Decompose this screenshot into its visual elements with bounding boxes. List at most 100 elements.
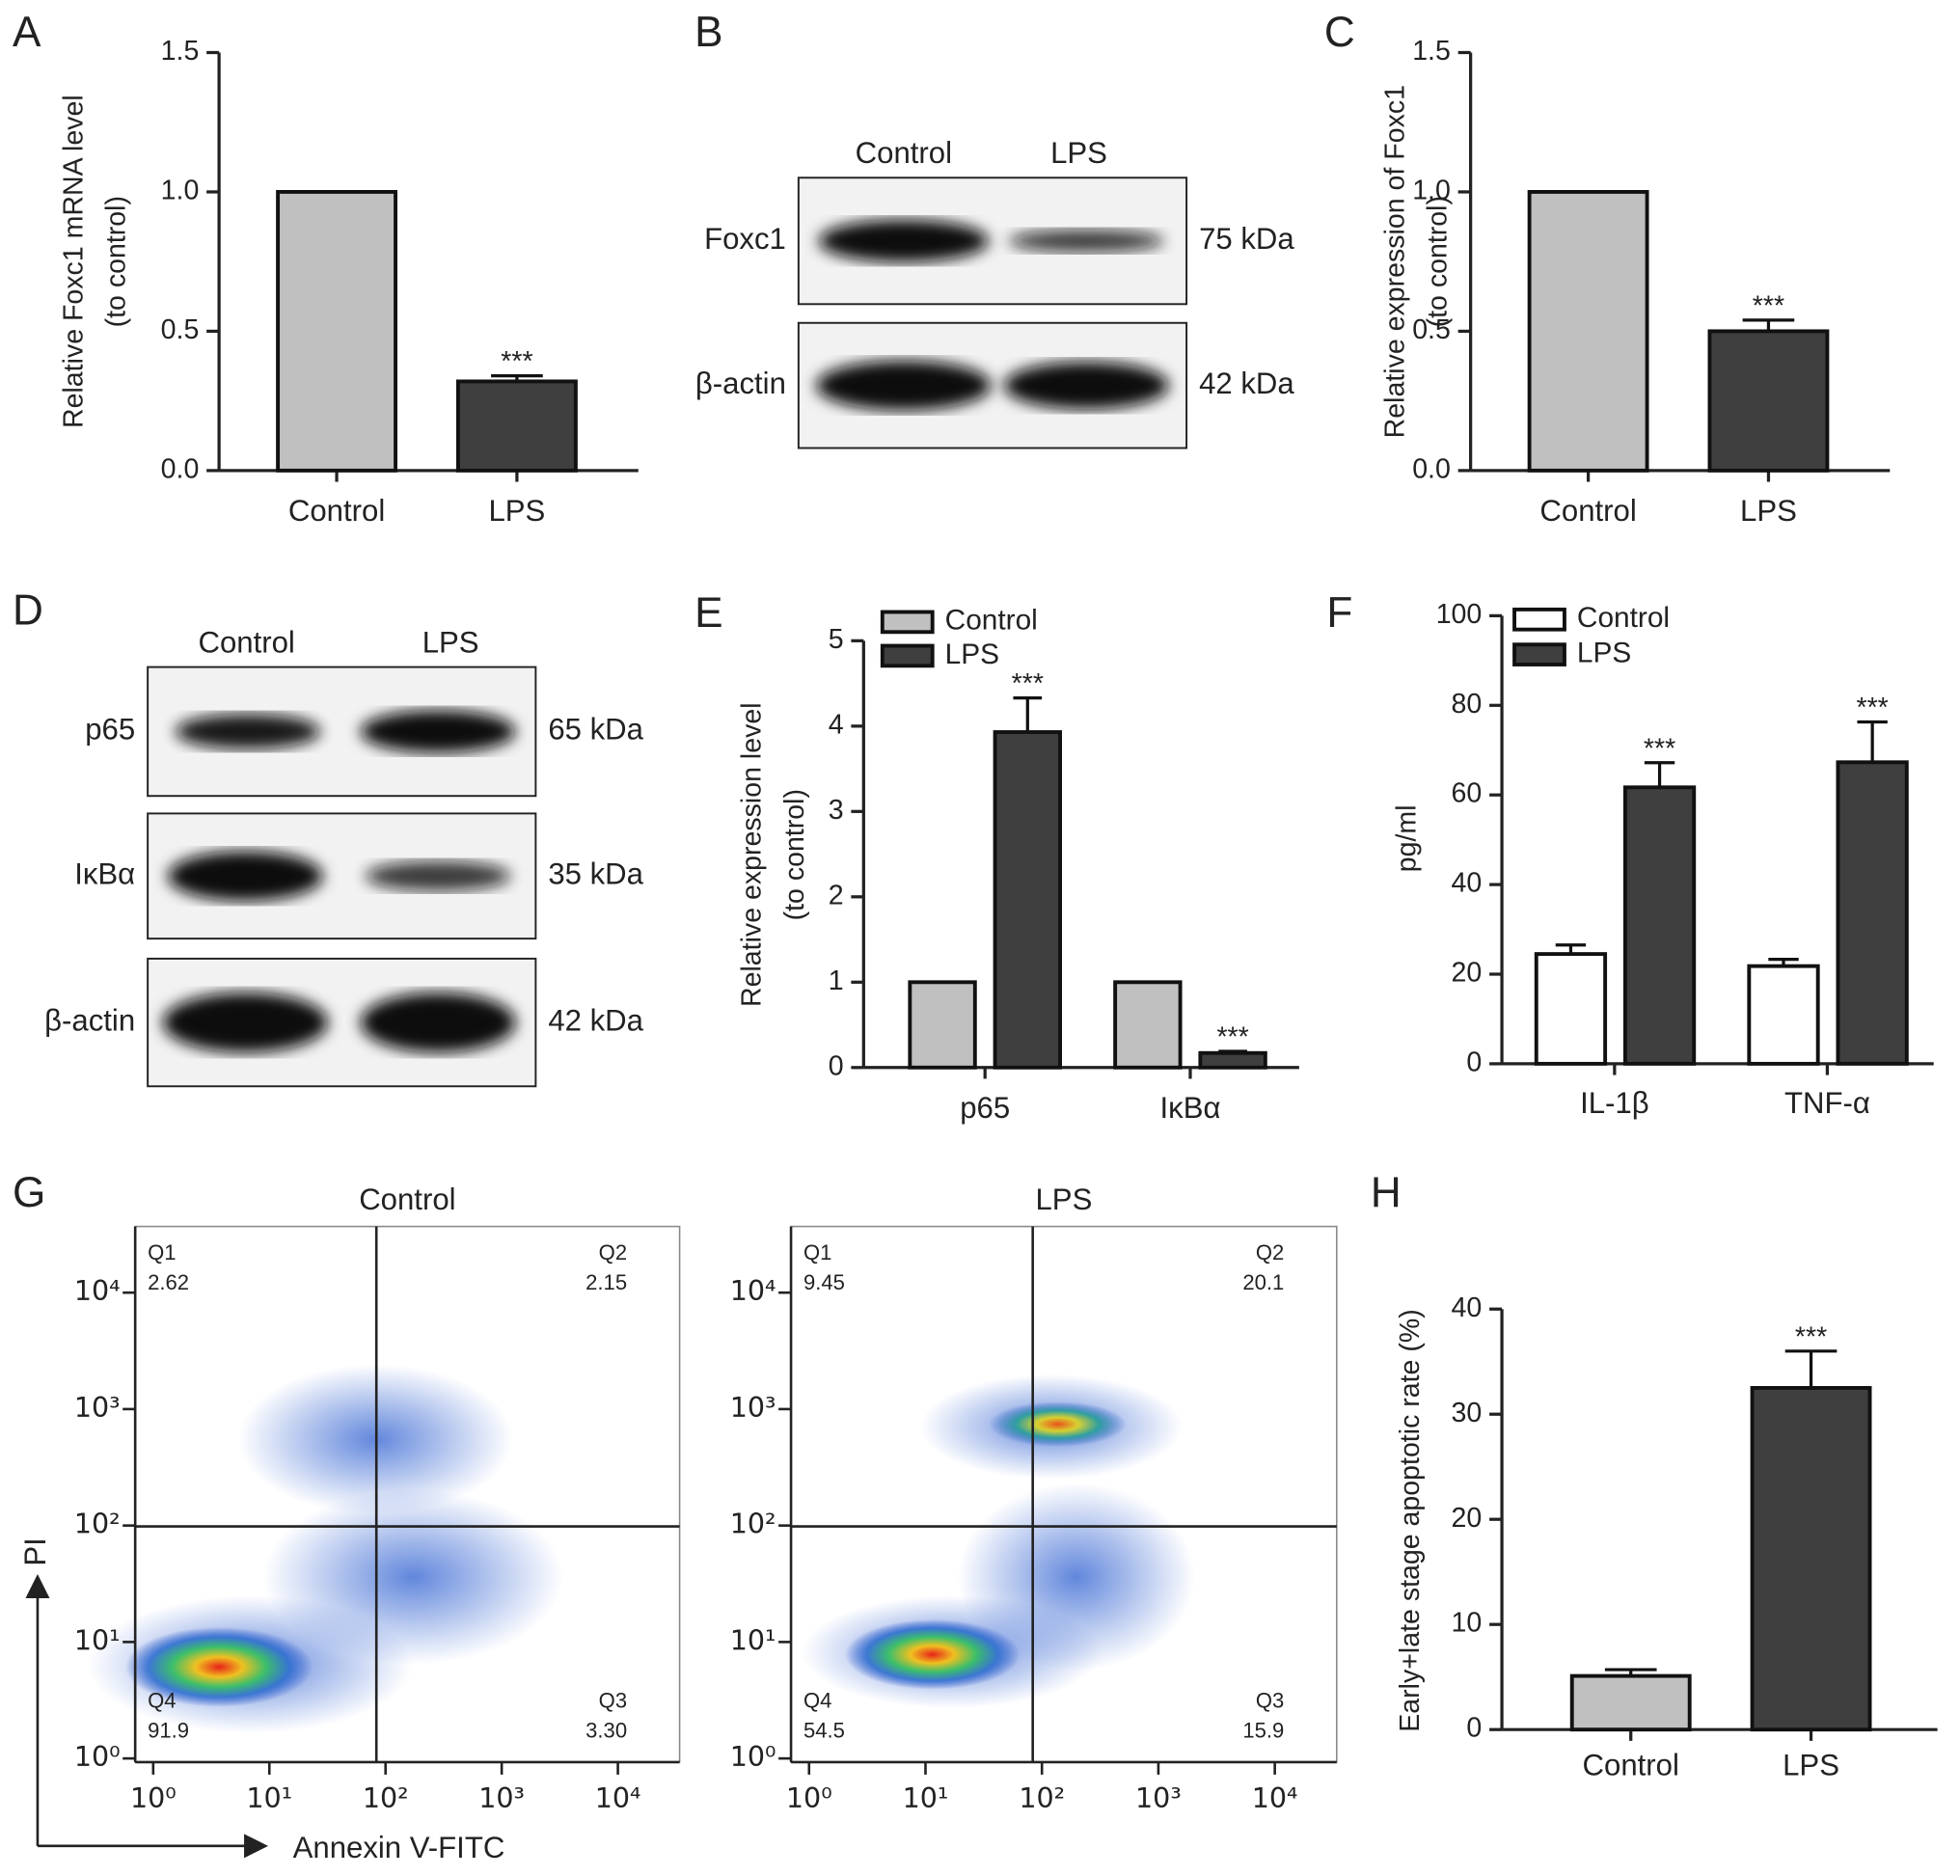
blot-band — [167, 851, 323, 902]
quadrant-value: 54.5 — [803, 1719, 845, 1743]
y-tick-label: 30 — [1452, 1398, 1483, 1428]
y-axis-label: (to control) — [1423, 196, 1454, 327]
y-tick-label: 10³ — [74, 1392, 121, 1424]
blot-band — [1008, 230, 1164, 253]
y-tick-label: 3 — [829, 795, 844, 826]
panel-letter: A — [13, 9, 41, 56]
x-tick-label: TNF-α — [1784, 1086, 1870, 1120]
x-tick-label: 10⁰ — [130, 1782, 177, 1814]
bar — [1113, 980, 1183, 1070]
size-label: 65 kDa — [548, 713, 643, 747]
sample-title: Control — [359, 1183, 455, 1216]
y-tick-label: 20 — [1452, 958, 1483, 989]
significance-label: *** — [1216, 1022, 1248, 1053]
panel-letter: B — [694, 9, 722, 56]
y-axis-label: Relative expression level — [737, 702, 768, 1007]
x-tick-label: 10² — [1019, 1782, 1065, 1814]
y-tick-label: 1 — [829, 965, 844, 996]
x-tick-label: IκBα — [1160, 1091, 1221, 1125]
y-tick-label: 40 — [1452, 1292, 1483, 1323]
x-tick-label: 10⁰ — [786, 1782, 832, 1814]
sample-title: LPS — [1036, 1183, 1093, 1216]
density-cloud — [844, 1619, 1021, 1690]
legend-label: LPS — [1577, 637, 1631, 668]
y-tick-label: 4 — [829, 709, 844, 740]
x-tick-label: 10³ — [1135, 1782, 1182, 1814]
quadrant-value: 9.45 — [803, 1270, 845, 1294]
y-axis-label: Early+late stage apoptotic rate (%) — [1395, 1309, 1426, 1732]
y-axis-label: PI — [18, 1537, 52, 1565]
blot-band — [365, 860, 511, 891]
blot-band — [360, 992, 516, 1053]
quadrant-name: Q4 — [803, 1688, 831, 1712]
y-tick-label: 100 — [1436, 599, 1483, 630]
x-tick-label: LPS — [1783, 1748, 1839, 1781]
y-axis-label: Relative expression of Foxc1 — [1380, 85, 1411, 438]
panel-letter: D — [13, 586, 43, 634]
quadrant-name: Q3 — [599, 1688, 627, 1712]
y-tick-label: 5 — [829, 624, 844, 655]
y-tick-label: 60 — [1452, 778, 1483, 809]
bar — [455, 379, 578, 473]
legend-swatch — [1512, 607, 1566, 632]
quadrant-value: 3.30 — [585, 1719, 627, 1743]
lane-label: LPS — [422, 625, 479, 659]
x-tick-label: 10² — [363, 1782, 409, 1814]
significance-label: *** — [1012, 668, 1044, 699]
bar — [1198, 1050, 1267, 1070]
axis-arrow — [25, 1573, 50, 1846]
x-tick-label: p65 — [960, 1091, 1010, 1125]
y-axis-label: (to control) — [779, 789, 810, 920]
y-tick-label: 1.0 — [1412, 176, 1451, 206]
bar — [1750, 1386, 1872, 1732]
y-tick-label: 0.0 — [161, 453, 200, 484]
significance-label: *** — [1753, 290, 1784, 321]
bar — [1534, 952, 1608, 1066]
bar — [1836, 760, 1909, 1066]
bar — [1622, 785, 1697, 1066]
y-tick-label: 10⁴ — [730, 1275, 776, 1307]
x-tick-label: 10³ — [478, 1782, 525, 1814]
x-tick-label: Control — [1583, 1748, 1679, 1781]
y-tick-label: 1.0 — [161, 176, 200, 206]
quadrant-value: 91.9 — [148, 1719, 189, 1743]
panel-letter: F — [1326, 589, 1352, 637]
y-tick-label: 10¹ — [74, 1624, 121, 1656]
quadrant-value: 20.1 — [1242, 1270, 1284, 1294]
lane-label: Control — [856, 136, 952, 170]
bar — [993, 730, 1062, 1070]
bar — [276, 190, 397, 473]
y-axis-label: (to control) — [101, 196, 132, 327]
size-label: 42 kDa — [1199, 367, 1294, 400]
x-axis-label: Annexin V-FITC — [293, 1831, 505, 1864]
panel-letter: E — [694, 589, 722, 637]
bar — [1747, 964, 1820, 1066]
x-tick-label: Control — [1539, 494, 1636, 528]
x-tick-label: 10⁴ — [1252, 1782, 1298, 1814]
significance-label: *** — [1795, 1321, 1827, 1352]
quadrant-name: Q2 — [1256, 1240, 1284, 1264]
y-tick-label: 10 — [1452, 1608, 1483, 1639]
y-tick-label: 80 — [1452, 689, 1483, 720]
bar — [1527, 190, 1649, 473]
size-label: 35 kDa — [548, 856, 643, 890]
x-tick-label: LPS — [1740, 494, 1797, 528]
row-label: β-actin — [44, 1003, 135, 1037]
lane-label: LPS — [1050, 136, 1107, 170]
blot-band — [162, 992, 328, 1053]
y-tick-label: 10² — [74, 1509, 121, 1540]
row-label: Foxc1 — [704, 222, 786, 256]
blot-band — [818, 219, 990, 262]
row-label: p65 — [85, 713, 135, 747]
y-axis-label: Relative Foxc1 mRNA level — [58, 95, 89, 428]
bar — [1707, 329, 1830, 473]
y-tick-label: 10² — [730, 1509, 776, 1540]
row-label: β-actin — [695, 367, 786, 400]
x-tick-label: IL-1β — [1580, 1086, 1649, 1120]
bar — [1569, 1673, 1692, 1732]
x-tick-label: Control — [288, 494, 385, 528]
quadrant-value: 2.15 — [585, 1270, 627, 1294]
significance-label: *** — [1644, 733, 1675, 764]
